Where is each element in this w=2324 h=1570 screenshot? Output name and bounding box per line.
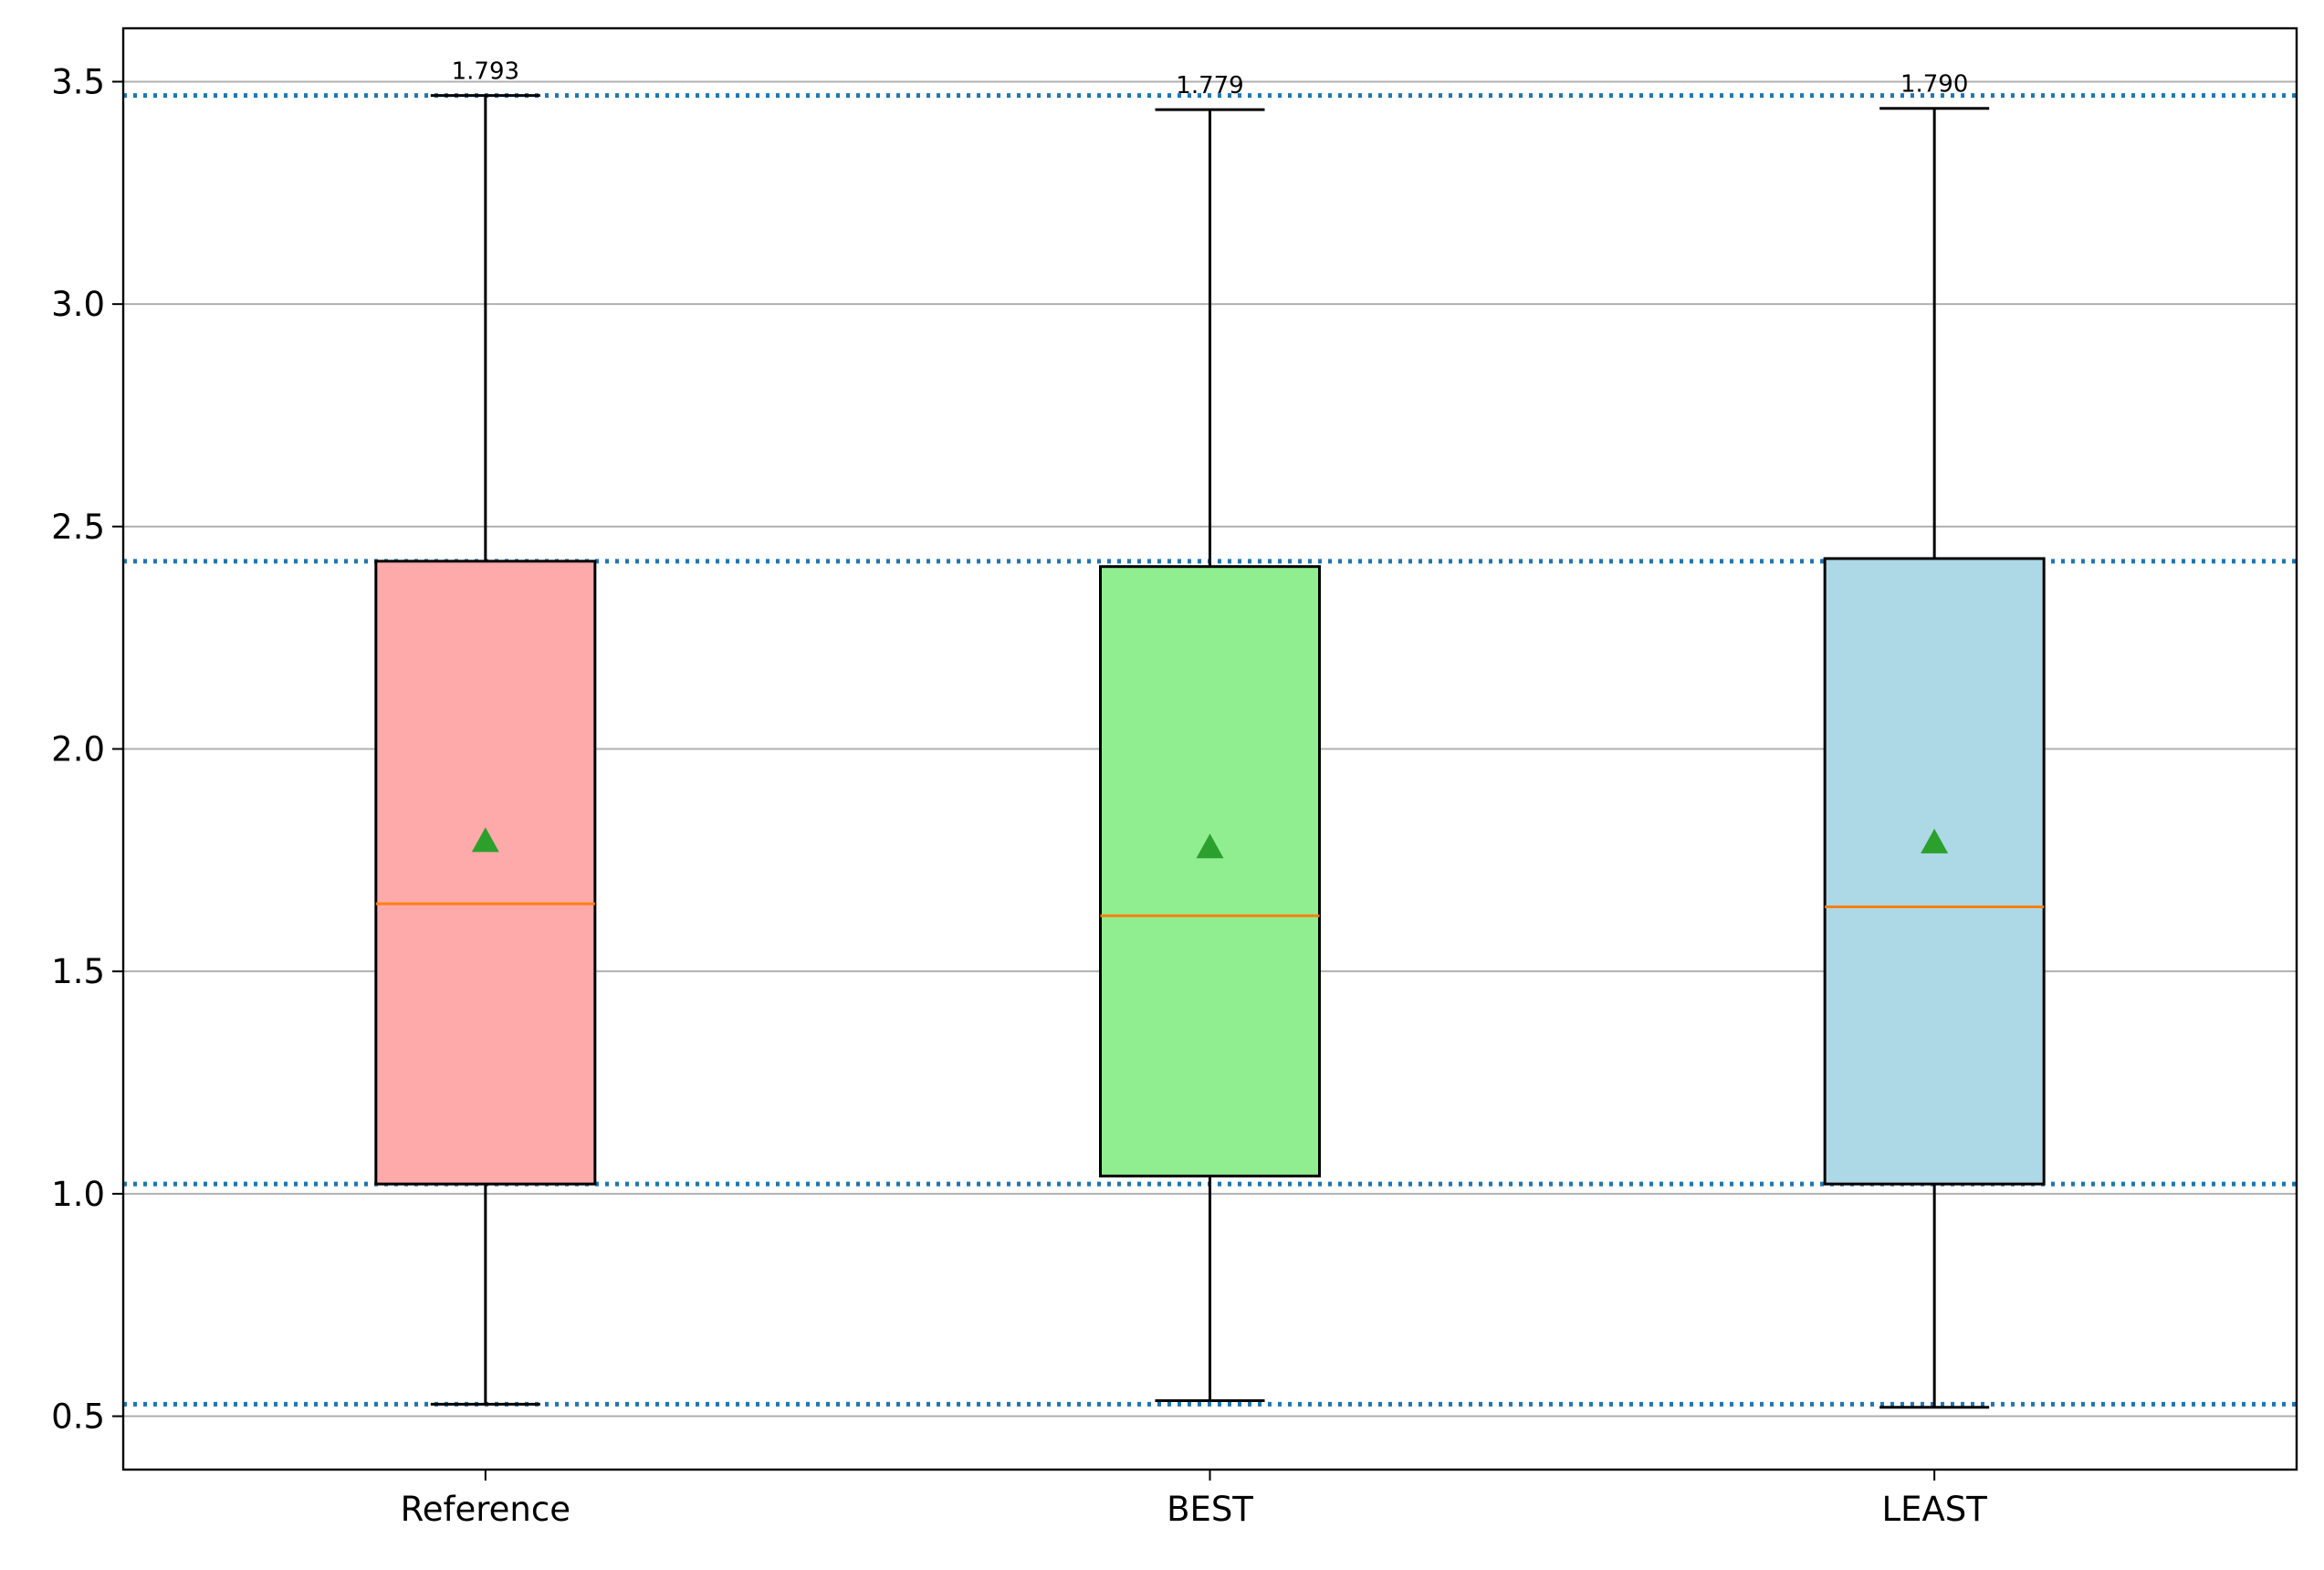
box-iqr [1823, 557, 2046, 1186]
y-tick-label: 1.0 [51, 1175, 105, 1214]
y-tick-label: 2.0 [51, 730, 105, 769]
y-tick-label: 3.5 [51, 62, 105, 101]
y-tick-label: 0.5 [51, 1397, 105, 1437]
y-tick-label: 2.5 [51, 508, 105, 547]
x-tick-label: Reference [401, 1490, 571, 1529]
mean-marker [1196, 833, 1224, 859]
boxes-layer: 1.793 1.779 1.790 [374, 58, 2046, 1409]
mean-marker [471, 827, 499, 853]
mean-label: 1.790 [1900, 71, 1968, 99]
mean-label: 1.779 [1176, 72, 1243, 99]
y-tick-label: 1.5 [51, 952, 105, 991]
x-axis: Reference BEST LEAST [401, 1470, 1987, 1529]
box-group: 1.793 [374, 58, 597, 1406]
x-tick-label: BEST [1167, 1490, 1253, 1529]
y-tick-label: 3.0 [51, 285, 105, 324]
box-iqr [374, 560, 597, 1186]
box-group: 1.779 [1099, 72, 1321, 1402]
box-group: 1.790 [1823, 71, 2046, 1409]
mean-label: 1.793 [452, 58, 519, 86]
y-axis: 0.5 1.0 1.5 2.0 2.5 3.0 3.5 [51, 62, 123, 1437]
x-tick-label: LEAST [1881, 1490, 1987, 1529]
mean-marker [1921, 828, 1949, 853]
box-iqr [1099, 565, 1321, 1178]
